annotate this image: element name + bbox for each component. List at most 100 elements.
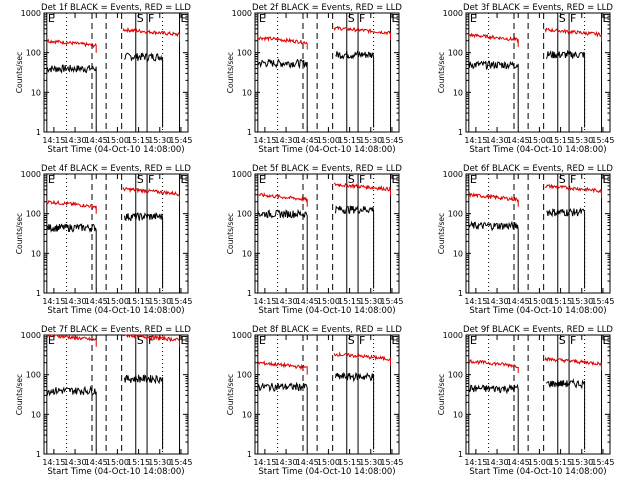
panel-title: Det 7f BLACK = Events, RED = LLD xyxy=(41,325,191,335)
marker-label: E xyxy=(603,12,610,25)
panel-5: Det 5f BLACK = Events, RED = LLD 1 10 100 10… xyxy=(226,164,403,316)
x-tick-label: 15:30 xyxy=(570,297,593,306)
x-tick-label: 14:30 xyxy=(64,297,87,306)
x-tick-label: 14:15 xyxy=(42,297,65,306)
x-tick-label: 15:45 xyxy=(169,458,192,467)
x-tick-label: 14:15 xyxy=(464,297,487,306)
y-tick-label: 1000 xyxy=(232,170,252,179)
events-series-line xyxy=(46,64,97,128)
x-tick-label: 15:15 xyxy=(549,136,572,145)
x-tick-label: 14:30 xyxy=(275,297,298,306)
y-tick-label: 1000 xyxy=(232,331,252,340)
x-tick-label: 14:30 xyxy=(64,136,87,145)
marker-label: E xyxy=(181,173,188,186)
y-tick-label: 1000 xyxy=(443,9,463,18)
x-axis-label: Start Time (04-Oct-10 14:08:00) xyxy=(469,145,606,155)
y-axis-label: Counts/sec xyxy=(15,374,24,415)
plot-frame xyxy=(465,173,611,294)
panel-3: Det 3f BLACK = Events, RED = LLD 1 10 100 10… xyxy=(437,3,614,155)
panel-title: Det 9f BLACK = Events, RED = LLD xyxy=(463,325,613,335)
x-tick-label: 14:30 xyxy=(486,136,509,145)
lld-series-line xyxy=(46,199,97,214)
events-series-line xyxy=(257,208,308,289)
x-tick-label: 14:15 xyxy=(42,136,65,145)
x-tick-label: 14:30 xyxy=(486,297,509,306)
marker-label: S xyxy=(559,334,566,347)
events-series-line xyxy=(468,220,519,289)
y-tick-label: 1000 xyxy=(21,331,41,340)
events-series-line xyxy=(546,378,586,450)
marker-label: F xyxy=(148,173,154,186)
panel-title: Det 1f BLACK = Events, RED = LLD xyxy=(41,3,191,13)
events-series-line xyxy=(335,50,375,128)
events-series-line xyxy=(124,51,164,128)
x-axis-label: Start Time (04-Oct-10 14:08:00) xyxy=(47,467,184,477)
y-tick-label: 10 xyxy=(453,88,463,97)
marker-label: F xyxy=(570,173,576,186)
lld-series-line xyxy=(122,333,180,347)
y-tick-label: 100 xyxy=(237,49,252,58)
plot-frame xyxy=(254,173,400,294)
lld-series-line xyxy=(544,27,602,42)
x-tick-label: 15:45 xyxy=(591,458,614,467)
x-tick-label: 14:45 xyxy=(85,458,108,467)
marker-label: F xyxy=(359,12,365,25)
y-tick-label: 10 xyxy=(453,410,463,419)
x-tick-label: 15:00 xyxy=(528,458,551,467)
marker-label: E xyxy=(48,334,55,347)
panel-4: Det 4f BLACK = Events, RED = LLD 1 10 100 10… xyxy=(15,164,192,316)
marker-label: E xyxy=(392,334,399,347)
panel-title: Det 2f BLACK = Events, RED = LLD xyxy=(252,3,402,13)
x-tick-label: 14:30 xyxy=(275,458,298,467)
lld-series-line xyxy=(46,334,97,347)
marker-label: E xyxy=(181,12,188,25)
x-tick-label: 15:45 xyxy=(380,297,403,306)
marker-label: E xyxy=(259,334,266,347)
x-tick-label: 14:45 xyxy=(507,297,530,306)
x-tick-label: 15:15 xyxy=(549,458,572,467)
y-tick-label: 1 xyxy=(458,128,463,137)
lld-series-line xyxy=(122,186,180,201)
y-tick-label: 1000 xyxy=(443,170,463,179)
lld-series-line xyxy=(544,183,602,198)
x-tick-label: 15:00 xyxy=(317,297,340,306)
marker-label: E xyxy=(48,173,55,186)
y-tick-label: 1000 xyxy=(232,9,252,18)
marker-label: E xyxy=(392,12,399,25)
y-tick-label: 100 xyxy=(448,49,463,58)
panel-2: Det 2f BLACK = Events, RED = LLD 1 10 100 10… xyxy=(226,3,403,155)
y-tick-label: 1 xyxy=(36,128,41,137)
x-tick-label: 15:00 xyxy=(528,297,551,306)
lld-series-line xyxy=(46,38,97,53)
y-tick-label: 100 xyxy=(237,371,252,380)
events-series-line xyxy=(468,60,519,128)
marker-label: S xyxy=(137,173,144,186)
y-axis-label: Counts/sec xyxy=(226,213,235,254)
y-tick-label: 1000 xyxy=(21,170,41,179)
marker-label: F xyxy=(359,173,365,186)
x-tick-label: 15:45 xyxy=(591,297,614,306)
x-axis-label: Start Time (04-Oct-10 14:08:00) xyxy=(258,145,395,155)
panel-8: Det 8f BLACK = Events, RED = LLD 1 10 100 10… xyxy=(226,325,403,477)
y-tick-label: 1 xyxy=(247,289,252,298)
panel-title: Det 4f BLACK = Events, RED = LLD xyxy=(41,164,191,174)
y-tick-label: 1 xyxy=(247,450,252,459)
x-tick-label: 14:45 xyxy=(507,136,530,145)
marker-label: E xyxy=(470,12,477,25)
panel-9: Det 9f BLACK = Events, RED = LLD 1 10 100 10… xyxy=(437,325,614,477)
marker-label: E xyxy=(603,334,610,347)
marker-label: E xyxy=(259,173,266,186)
y-tick-label: 10 xyxy=(31,249,41,258)
x-tick-label: 14:45 xyxy=(296,136,319,145)
events-series-line xyxy=(124,373,164,450)
y-axis-label: Counts/sec xyxy=(226,52,235,93)
plot-frame xyxy=(254,334,400,455)
panel-title: Det 5f BLACK = Events, RED = LLD xyxy=(252,164,402,174)
x-tick-label: 15:45 xyxy=(380,458,403,467)
y-axis-label: Counts/sec xyxy=(226,374,235,415)
events-series-line xyxy=(335,371,375,450)
y-tick-label: 1000 xyxy=(443,331,463,340)
marker-label: F xyxy=(148,334,154,347)
y-axis-label: Counts/sec xyxy=(437,52,446,93)
